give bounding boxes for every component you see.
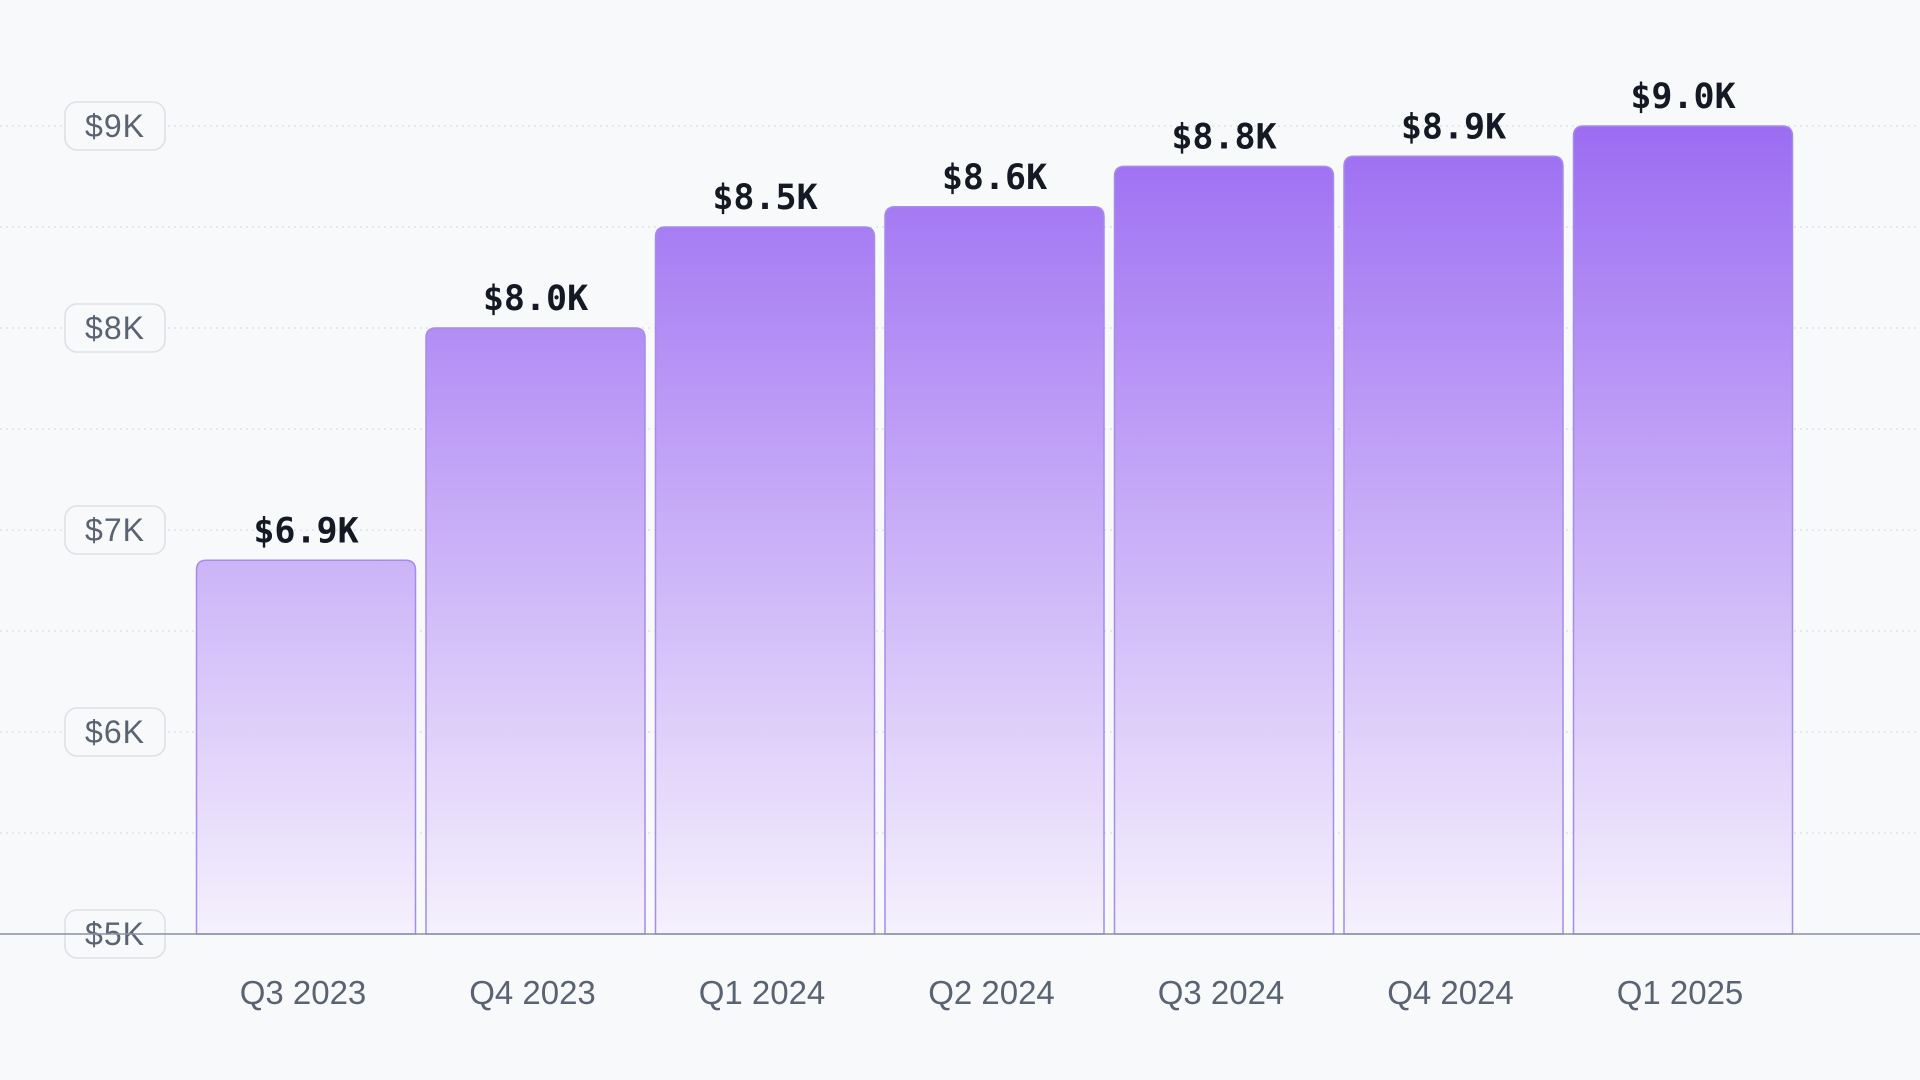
data-label: $6.9K xyxy=(253,511,358,551)
data-label: $8.0K xyxy=(483,279,588,319)
y-tick: $8K xyxy=(64,303,166,353)
x-tick-label: Q3 2023 xyxy=(240,974,367,1011)
data-label-layer: $6.9K $8.0K $8.5K $8.6K $8.8K $8.9K $9.0K xyxy=(253,77,1735,551)
data-label: $8.9K xyxy=(1401,107,1506,147)
bar-q3-2023 xyxy=(195,559,417,935)
x-tick-label: Q3 2024 xyxy=(1158,974,1285,1011)
bar-layer xyxy=(195,125,1794,935)
data-label: $9.0K xyxy=(1630,77,1735,117)
x-tick-label: Q2 2024 xyxy=(928,974,1055,1011)
bar-q2-2024 xyxy=(884,206,1105,935)
y-tick-box xyxy=(64,303,166,353)
y-tick-box xyxy=(64,505,166,555)
y-tick-label: $7K xyxy=(85,512,145,548)
bar-q4-2023 xyxy=(425,327,646,935)
data-label: $8.5K xyxy=(712,178,817,218)
x-tick-label: Q4 2024 xyxy=(1387,974,1514,1011)
data-label: $8.6K xyxy=(942,158,1047,198)
y-tick: $6K xyxy=(64,707,166,757)
x-tick-label: Q1 2024 xyxy=(699,974,826,1011)
x-tick-label: Q1 2025 xyxy=(1617,974,1744,1011)
data-label: $8.8K xyxy=(1171,117,1276,157)
y-tick-box xyxy=(64,101,166,151)
x-tick-label: Q4 2023 xyxy=(469,974,596,1011)
y-tick-box xyxy=(64,707,166,757)
bar-q4-2024 xyxy=(1343,155,1564,935)
x-axis: Q3 2023 Q4 2023 Q1 2024 Q2 2024 Q3 2024 Q4 20… xyxy=(0,933,1920,1011)
bar-q1-2024 xyxy=(654,226,876,935)
y-axis: $5K$6K$7K$8K$9K xyxy=(64,101,166,959)
y-tick-label: $8K xyxy=(85,310,145,346)
bar-q1-2025 xyxy=(1572,125,1794,935)
y-tick: $9K xyxy=(64,101,166,151)
y-tick-label: $9K xyxy=(85,108,145,144)
y-tick: $7K xyxy=(64,505,166,555)
y-tick-label: $6K xyxy=(85,714,145,750)
bar-q3-2024 xyxy=(1113,165,1335,935)
